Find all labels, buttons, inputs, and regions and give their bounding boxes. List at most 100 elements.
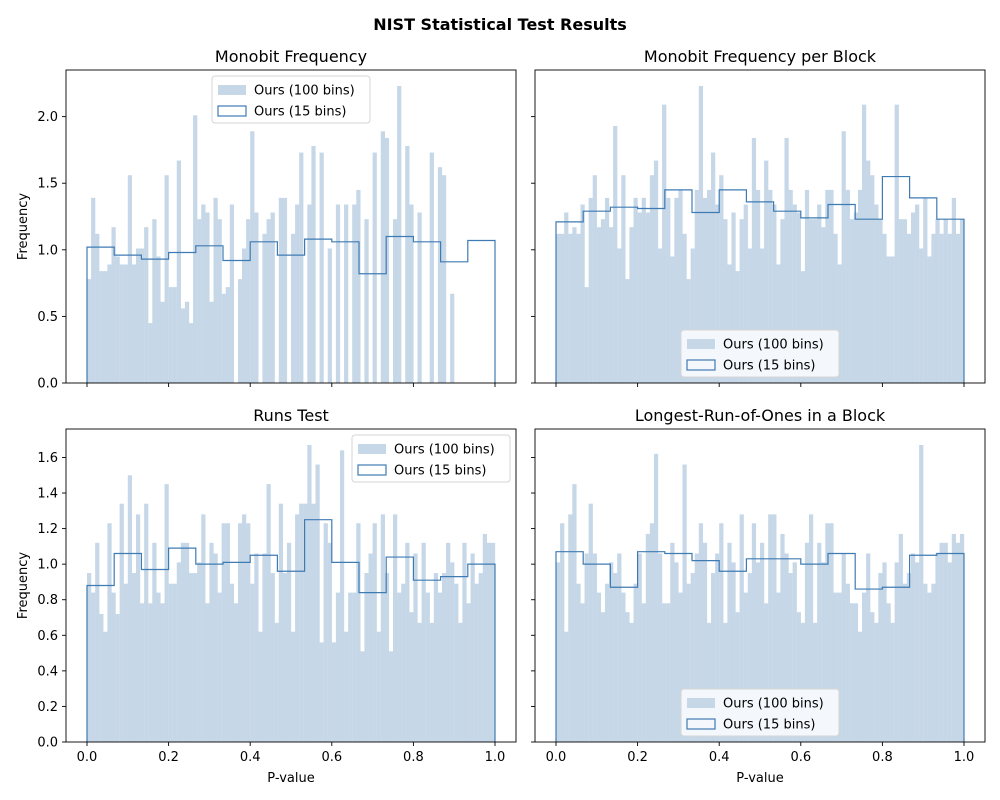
histogram-bar xyxy=(393,514,398,742)
histogram-bar xyxy=(596,227,602,383)
histogram-bar xyxy=(890,256,895,383)
histogram-bar xyxy=(237,279,243,383)
histogram-bar xyxy=(906,573,912,742)
panel-title: Monobit Frequency per Block xyxy=(644,47,877,66)
histogram-bar xyxy=(131,264,137,383)
histogram-bar xyxy=(466,603,471,742)
histogram-bar xyxy=(270,212,275,383)
histogram-bar xyxy=(405,145,410,383)
histogram-bar xyxy=(772,514,777,742)
histogram-bar xyxy=(829,523,834,742)
histogram-bar xyxy=(845,583,850,742)
histogram-bar xyxy=(482,533,487,742)
histogram-bar xyxy=(152,219,157,383)
histogram-bar xyxy=(841,131,846,383)
histogram-bar xyxy=(91,592,96,742)
histogram-bar xyxy=(902,583,908,742)
histogram-bar xyxy=(735,612,740,742)
figure-title: NIST Statistical Test Results xyxy=(373,15,627,34)
histogram-bar xyxy=(568,514,573,742)
histogram-bar xyxy=(604,197,610,383)
histogram-bar xyxy=(768,514,773,742)
histogram-bar xyxy=(572,484,577,742)
histogram-bar xyxy=(837,264,842,383)
histogram-bar xyxy=(629,227,634,383)
histogram-bar xyxy=(857,631,863,742)
histogram-bar xyxy=(894,562,899,742)
histogram-bar xyxy=(164,484,169,742)
histogram-bar xyxy=(788,573,793,742)
axes-frame xyxy=(65,428,517,743)
step-histogram-line xyxy=(86,235,496,383)
histogram-bar xyxy=(662,603,667,742)
histogram-bar xyxy=(274,622,279,742)
histogram-bar xyxy=(164,175,169,383)
histogram-bar xyxy=(731,562,736,742)
histogram-bar xyxy=(572,227,577,383)
histogram-bar xyxy=(870,175,875,383)
histogram-bar xyxy=(939,233,944,383)
histogram-bar xyxy=(727,542,732,742)
histogram-bar xyxy=(747,248,752,383)
histogram-bar xyxy=(894,104,899,383)
axes-frame xyxy=(534,428,986,743)
histogram-bar xyxy=(959,533,965,742)
histogram-bar xyxy=(645,533,650,742)
histogram-bar xyxy=(384,137,390,383)
histogram-bar xyxy=(919,445,924,742)
histogram-bar xyxy=(955,233,961,383)
histogram-bar xyxy=(882,233,887,383)
histogram-bar xyxy=(951,533,956,742)
histogram-bar xyxy=(923,197,928,383)
histogram-bar xyxy=(372,152,377,383)
histogram-bar xyxy=(796,612,801,742)
histogram-bar xyxy=(221,293,226,383)
histogram-bar xyxy=(706,189,712,383)
histogram-bar xyxy=(335,592,341,742)
histogram-bar xyxy=(184,301,190,383)
histogram-bar xyxy=(233,603,239,742)
histogram-bar xyxy=(584,287,589,383)
histogram-bar xyxy=(739,219,744,383)
y-axis-label: Frequency xyxy=(16,193,31,260)
histogram-bar xyxy=(229,204,235,383)
histogram-bar xyxy=(943,542,948,742)
legend-label: Ours (15 bins) xyxy=(254,105,346,120)
histogram-bar xyxy=(723,622,728,742)
histogram-bar xyxy=(817,542,822,742)
legend: Ours (100 bins) Ours (15 bins) xyxy=(680,688,840,737)
series-100-bins xyxy=(87,85,455,384)
histogram-bar xyxy=(625,612,630,742)
histogram-bar xyxy=(303,503,308,742)
legend-label: Ours (15 bins) xyxy=(723,359,815,374)
histogram-bar xyxy=(193,115,198,384)
histogram-bar xyxy=(437,167,443,383)
histogram-bar xyxy=(935,219,940,383)
histogram-bar xyxy=(874,204,879,383)
histogram-bar xyxy=(629,622,634,742)
histogram-bar xyxy=(951,197,956,383)
histogram-bar xyxy=(833,592,838,742)
histogram-bar xyxy=(409,612,414,742)
x-tick-label: 0.6 xyxy=(790,750,811,765)
series-100-bins xyxy=(87,445,496,742)
x-tick-label: 0.8 xyxy=(403,750,424,765)
histogram-bar xyxy=(560,523,565,742)
histogram-bar xyxy=(278,503,283,742)
histogram-bar xyxy=(266,484,271,742)
histogram-bar xyxy=(299,503,304,742)
histogram-bar xyxy=(462,542,467,742)
histogram-bar xyxy=(291,631,296,742)
histogram-bar xyxy=(723,219,728,383)
histogram-bar xyxy=(556,233,561,383)
histogram-bar xyxy=(959,219,965,383)
histogram-bar xyxy=(140,248,145,383)
histogram-bar xyxy=(242,514,247,742)
histogram-bar xyxy=(148,323,153,383)
histogram-bar xyxy=(103,631,108,742)
histogram-bar xyxy=(711,152,716,383)
histogram-bar xyxy=(764,603,769,742)
histogram-bar xyxy=(446,542,451,742)
histogram-bar xyxy=(107,523,112,742)
histogram-bar xyxy=(576,233,581,383)
